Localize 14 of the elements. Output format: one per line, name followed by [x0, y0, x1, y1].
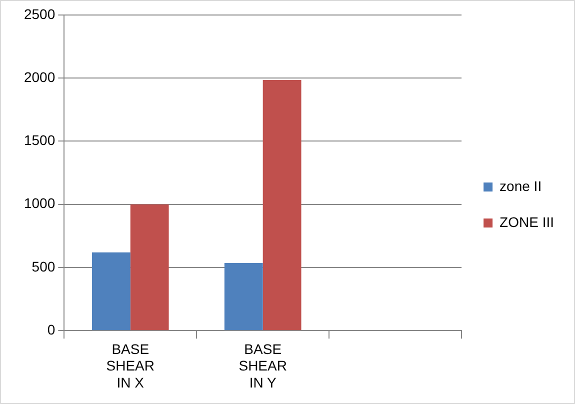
legend-label: ZONE III: [500, 214, 554, 230]
y-tick-label: 1000: [24, 195, 56, 212]
bar: [92, 252, 130, 330]
y-tick-label: 0: [47, 321, 56, 338]
y-tick-label: 500: [32, 258, 56, 274]
bar: [130, 204, 169, 330]
y-tick-label: 1500: [24, 132, 56, 148]
x-tick-label: BASE SHEAR IN X: [106, 340, 154, 390]
x-tick-label: BASE SHEAR IN Y: [238, 340, 287, 390]
bar: [224, 263, 263, 330]
y-tick-label: 2500: [24, 6, 56, 22]
bar: [262, 80, 302, 330]
y-tick-label: 2000: [24, 68, 56, 85]
legend-label: zone II: [500, 178, 542, 194]
